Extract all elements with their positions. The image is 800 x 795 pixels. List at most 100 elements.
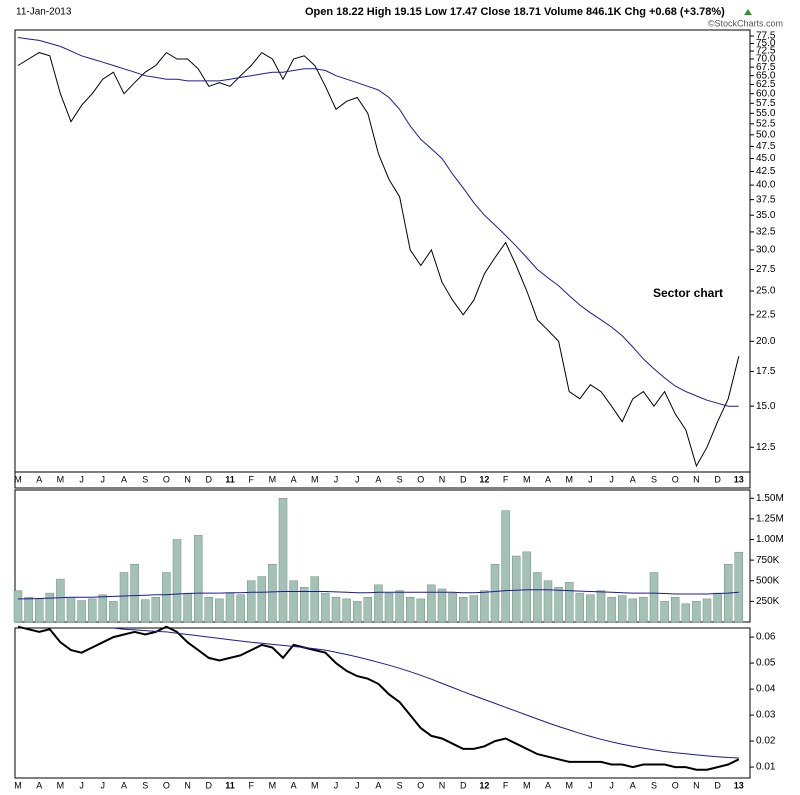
x-tick-label: D bbox=[714, 474, 721, 484]
volume-bar bbox=[734, 551, 744, 623]
up-arrow bbox=[744, 9, 752, 15]
y-tick-label: 60.0 bbox=[756, 88, 776, 99]
y-tick-label: 500K bbox=[756, 575, 780, 586]
y-tick-label: 1.25M bbox=[756, 514, 784, 525]
volume-bar bbox=[416, 598, 426, 623]
y-tick-label: 22.5 bbox=[756, 309, 776, 320]
y-tick-label: 0.03 bbox=[756, 710, 776, 721]
x-tick-label: M bbox=[523, 780, 531, 790]
y-tick-label: 70.0 bbox=[756, 54, 776, 65]
volume-bar bbox=[140, 599, 150, 623]
volume-bar bbox=[98, 594, 108, 623]
volume-bar bbox=[236, 594, 245, 623]
x-tick-label: O bbox=[417, 474, 424, 484]
volume-bar bbox=[13, 590, 23, 623]
x-tick-label: D bbox=[714, 780, 721, 790]
x-tick-label: D bbox=[460, 474, 467, 484]
volume-bar bbox=[586, 594, 595, 623]
x-tick-label: F bbox=[248, 780, 254, 790]
volume-bar bbox=[257, 576, 267, 623]
volume-bar bbox=[522, 551, 532, 623]
x-tick-label: A bbox=[375, 474, 381, 484]
x-tick-label: D bbox=[460, 780, 467, 790]
volume-bar bbox=[543, 580, 553, 623]
y-tick-label: 55.0 bbox=[756, 108, 776, 119]
x-tick-label: J bbox=[101, 780, 106, 790]
x-tick-label: J bbox=[355, 780, 360, 790]
volume-bar bbox=[427, 584, 436, 623]
y-tick-label: 45.0 bbox=[756, 153, 776, 164]
date: 11-Jan-2013 bbox=[16, 7, 72, 18]
volume-bar bbox=[670, 597, 680, 623]
y-tick-label: 17.5 bbox=[756, 366, 776, 377]
volume-bar bbox=[342, 598, 351, 623]
x-tick-label: A bbox=[630, 474, 636, 484]
volume-bar bbox=[501, 510, 510, 623]
volume-bar bbox=[660, 601, 669, 623]
x-tick-label: M bbox=[311, 474, 319, 484]
y-tick-label: 65.0 bbox=[756, 70, 776, 81]
volume-bar bbox=[183, 592, 192, 623]
volume-bar bbox=[596, 590, 606, 623]
watermark: ©StockCharts.com bbox=[708, 18, 783, 28]
x-tick-label: S bbox=[397, 780, 403, 790]
y-tick-label: 0.06 bbox=[756, 632, 776, 643]
volume-bar bbox=[56, 578, 65, 623]
y-tick-label: 20.0 bbox=[756, 336, 776, 347]
x-tick-label: 12 bbox=[479, 474, 489, 484]
y-tick-label: 27.5 bbox=[756, 264, 776, 275]
y-tick-label: 67.5 bbox=[756, 62, 776, 73]
volume-bar bbox=[458, 597, 468, 623]
x-tick-label: N bbox=[184, 474, 191, 484]
y-tick-label: 62.5 bbox=[756, 79, 776, 90]
y-tick-label: 37.5 bbox=[756, 194, 776, 205]
volume-bar bbox=[628, 598, 638, 623]
y-tick-label: 12.5 bbox=[756, 442, 776, 453]
y-tick-label: 30.0 bbox=[756, 245, 776, 256]
volume-bar bbox=[405, 597, 415, 623]
line bbox=[17, 51, 740, 468]
ratio-panel bbox=[14, 627, 751, 779]
x-tick-label: 13 bbox=[734, 780, 744, 790]
x-tick-label: M bbox=[269, 780, 277, 790]
y-tick-label: 32.5 bbox=[756, 227, 776, 238]
y-tick-label: 50.0 bbox=[756, 129, 776, 140]
x-tick-label: F bbox=[503, 474, 509, 484]
volume-bar bbox=[162, 572, 171, 623]
x-tick-label: M bbox=[565, 474, 573, 484]
x-tick-label: J bbox=[609, 780, 614, 790]
x-tick-label: M bbox=[311, 780, 319, 790]
x-tick-label: M bbox=[523, 474, 531, 484]
y-tick-label: 47.5 bbox=[756, 141, 776, 152]
volume-bar bbox=[278, 498, 288, 623]
quote: Open 18.22 High 19.15 Low 17.47 Close 18… bbox=[305, 6, 725, 18]
volume-bar bbox=[533, 572, 542, 623]
x-tick-label: A bbox=[375, 780, 381, 790]
x-tick-label: A bbox=[291, 474, 297, 484]
volume-bar bbox=[692, 601, 701, 623]
x-tick-label: S bbox=[142, 780, 148, 790]
y-tick-label: 40.0 bbox=[756, 180, 776, 191]
x-tick-label: J bbox=[79, 474, 84, 484]
line bbox=[17, 625, 740, 771]
y-tick-label: 42.5 bbox=[756, 166, 776, 177]
volume-bar bbox=[204, 597, 214, 623]
volume-bar bbox=[617, 595, 627, 623]
x-tick-label: 11 bbox=[225, 780, 235, 790]
volume-bar bbox=[490, 564, 500, 623]
volume-bar bbox=[331, 597, 341, 623]
volume-bar bbox=[321, 592, 330, 623]
y-tick-label: 77.5 bbox=[756, 31, 776, 42]
x-tick-label: F bbox=[503, 780, 509, 790]
x-tick-label: N bbox=[184, 780, 191, 790]
volume-bar bbox=[130, 564, 139, 623]
volume-bar bbox=[395, 590, 404, 623]
volume-bar bbox=[24, 597, 33, 623]
x-tick-label: M bbox=[57, 474, 65, 484]
volume-bar bbox=[437, 588, 447, 623]
y-tick-label: 250K bbox=[756, 596, 780, 607]
x-tick-label: M bbox=[14, 474, 22, 484]
volume-bar bbox=[511, 555, 521, 623]
x-tick-label: J bbox=[334, 474, 339, 484]
volume-bar bbox=[554, 587, 563, 623]
